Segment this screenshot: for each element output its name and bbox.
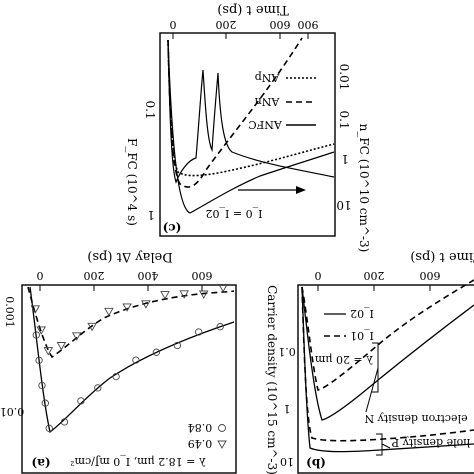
series-ann-line: [167, 37, 303, 188]
panel-b-left-axis-label: Carrier density (10^15 cm^-3): [265, 285, 279, 474]
panel-c-right-tick: 0.01: [337, 64, 351, 91]
panel-c-right-tick: 10: [336, 198, 351, 212]
panel-b-tick-label: 600: [420, 269, 441, 282]
hole-pointer: [381, 443, 391, 449]
panel-b-letter: (b): [306, 456, 326, 470]
data-point-084: [173, 341, 182, 350]
panel-c-left-tick: 1: [147, 208, 155, 222]
data-point-049: [43, 347, 54, 356]
panel-b-left-tick: 10: [280, 455, 294, 468]
panel-a-frame: [21, 284, 237, 474]
legend-label-i02: I_02: [350, 307, 374, 320]
panel-c-top-ticks: [172, 33, 309, 39]
fit-curve-084: [29, 286, 235, 434]
data-point-049: [87, 322, 97, 332]
data-point-084: [94, 384, 102, 392]
panel-a: 0 200 400 600 Delay Δt (ps) 0.01 0.001 0…: [0, 249, 237, 474]
panel-c-left-tick: 0.1: [143, 100, 157, 119]
data-point-049: [56, 342, 67, 351]
data-point-049: [30, 305, 41, 314]
panel-b: 0 200 600 Time t (ps) 0.1 1 10 Carrier d…: [265, 249, 474, 474]
panel-c-top-axis-label: Time t (ps): [217, 2, 288, 17]
data-point-049: [141, 300, 151, 309]
panel-c-tick-label: 200: [216, 18, 237, 31]
data-point-084: [32, 331, 40, 339]
legend-marker-circle: [218, 424, 226, 432]
panel-a-annotation: λ = 18.2 μm, I_0 mJ/cm²: [70, 455, 206, 468]
data-point-084: [60, 418, 69, 426]
legend-label-084: 0.84: [188, 421, 213, 434]
electron-bracket: [372, 342, 379, 393]
legend-label-049: 0.49: [188, 437, 213, 450]
panel-b-tick-label: 200: [364, 269, 385, 282]
series-nfc-line: [167, 39, 335, 214]
data-point-084: [195, 328, 203, 336]
data-point-084: [45, 424, 53, 432]
legend-marker-triangle: [217, 440, 227, 449]
markers-049: [30, 284, 228, 356]
data-point-084: [216, 323, 224, 331]
panel-a-tick-label: 0: [37, 269, 44, 282]
label-electron-density: electron density N: [364, 412, 468, 425]
panel-a-letter: (a): [31, 456, 50, 470]
panel-a-top-axis-label: Delay Δt (ps): [87, 249, 172, 264]
series-anp-line: [167, 39, 335, 177]
panel-c-tick-label: 0: [170, 18, 177, 31]
panel-a-left-tick: 0.01: [0, 405, 24, 418]
electron-pointer: [365, 367, 379, 413]
panel-c-right-axis-label: n_FC (10^10 cm^-3): [357, 124, 371, 253]
panel-c-letter: (c): [163, 221, 182, 235]
panel-c-annotation: I_0 = I_02: [206, 207, 263, 220]
panel-b-tick-label: 0: [315, 269, 322, 282]
label-hole-density: hole density P: [391, 436, 470, 449]
electron-curve-i01: [301, 279, 474, 391]
panel-a-tick-label: 400: [138, 269, 159, 282]
panel-b-frame: [297, 284, 474, 474]
panel-b-top-ticks: [317, 285, 431, 291]
legend-label-i01: I_01: [350, 329, 374, 342]
panel-c-tick-label: 600: [270, 18, 291, 31]
fit-curve-049: [27, 286, 235, 359]
panel-c-right-tick: 1: [341, 152, 349, 166]
panel-b-lambda: λ = 20 μm: [314, 353, 373, 366]
legend-label-anfc: ANFC: [248, 118, 283, 131]
panel-b-left-tick: 0.1: [278, 345, 296, 358]
data-point-084: [38, 381, 46, 390]
markers-084: [32, 323, 224, 432]
panel-c: 0 200 600 900 Time t (ps) 1 0.1 F_FC (10…: [125, 2, 371, 252]
data-point-049: [71, 332, 82, 341]
panel-a-top-ticks: [39, 285, 203, 291]
panel-b-top-axis-label: Time t (ps): [410, 249, 474, 264]
data-point-049: [36, 326, 46, 335]
hole-curve-i01: [301, 286, 474, 442]
data-point-084: [77, 397, 85, 405]
data-point-084: [152, 348, 161, 356]
panel-a-tick-label: 600: [192, 269, 213, 282]
series-anfc-line: [167, 39, 335, 184]
data-point-084: [112, 372, 120, 381]
hole-bracket: [376, 433, 383, 456]
panel-c-right-tick: 0.1: [337, 110, 351, 129]
panel-c-left-axis-label: F_FC (10^4 s): [125, 138, 139, 226]
panel-c-tick-label: 900: [298, 18, 319, 31]
data-point-084: [35, 356, 43, 364]
data-point-049: [104, 307, 114, 317]
data-point-049: [218, 284, 228, 293]
panel-a-left-tick: 0.001: [3, 296, 16, 328]
data-point-084: [41, 399, 49, 407]
data-point-084: [132, 356, 140, 364]
data-point-049: [122, 303, 132, 312]
electron-curve-i02: [301, 286, 474, 421]
hole-curve-i02: [301, 286, 474, 453]
data-point-049: [179, 290, 189, 299]
panel-a-tick-label: 200: [84, 269, 105, 282]
data-point-049: [198, 290, 209, 299]
data-point-049: [160, 291, 170, 300]
panel-c-frame: [159, 32, 336, 237]
panel-c-arrowhead: [296, 186, 306, 194]
panel-b-left-tick: 1: [284, 402, 291, 415]
